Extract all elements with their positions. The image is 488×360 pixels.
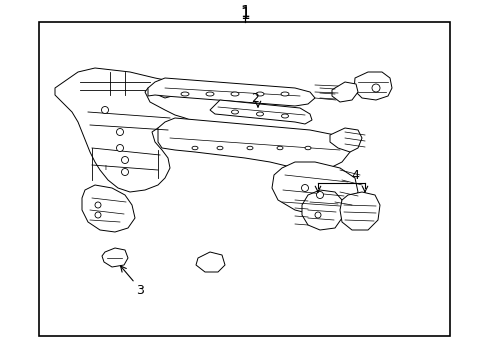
Polygon shape [353,72,391,100]
Polygon shape [55,68,195,192]
Ellipse shape [281,92,288,96]
Polygon shape [271,162,357,215]
Polygon shape [82,185,135,232]
Ellipse shape [192,146,198,150]
Polygon shape [148,78,314,106]
Polygon shape [158,118,349,170]
Polygon shape [196,252,224,272]
Polygon shape [209,100,311,124]
Circle shape [316,192,323,198]
Circle shape [314,212,320,218]
Ellipse shape [181,92,189,96]
Ellipse shape [205,92,214,96]
Circle shape [121,157,128,163]
Polygon shape [339,192,379,230]
Text: 3: 3 [136,284,143,297]
Text: 1: 1 [240,6,249,22]
Ellipse shape [217,146,223,150]
Ellipse shape [231,110,238,114]
Polygon shape [331,82,357,102]
Text: 4: 4 [350,168,358,181]
Ellipse shape [256,112,263,116]
Circle shape [121,168,128,176]
Ellipse shape [230,92,239,96]
Ellipse shape [276,146,283,150]
Text: 1: 1 [240,5,249,19]
Circle shape [95,202,101,208]
Text: I: I [104,165,106,171]
Circle shape [116,144,123,152]
Ellipse shape [246,146,252,150]
Ellipse shape [281,114,288,118]
Circle shape [95,212,101,218]
Circle shape [116,129,123,135]
Polygon shape [302,190,341,230]
Text: 2: 2 [250,91,259,104]
Bar [39,22,449,336]
Ellipse shape [305,146,310,150]
Ellipse shape [256,92,264,96]
Circle shape [102,107,108,113]
Polygon shape [329,128,361,152]
Circle shape [301,185,308,192]
Polygon shape [102,248,128,267]
Circle shape [371,84,379,92]
